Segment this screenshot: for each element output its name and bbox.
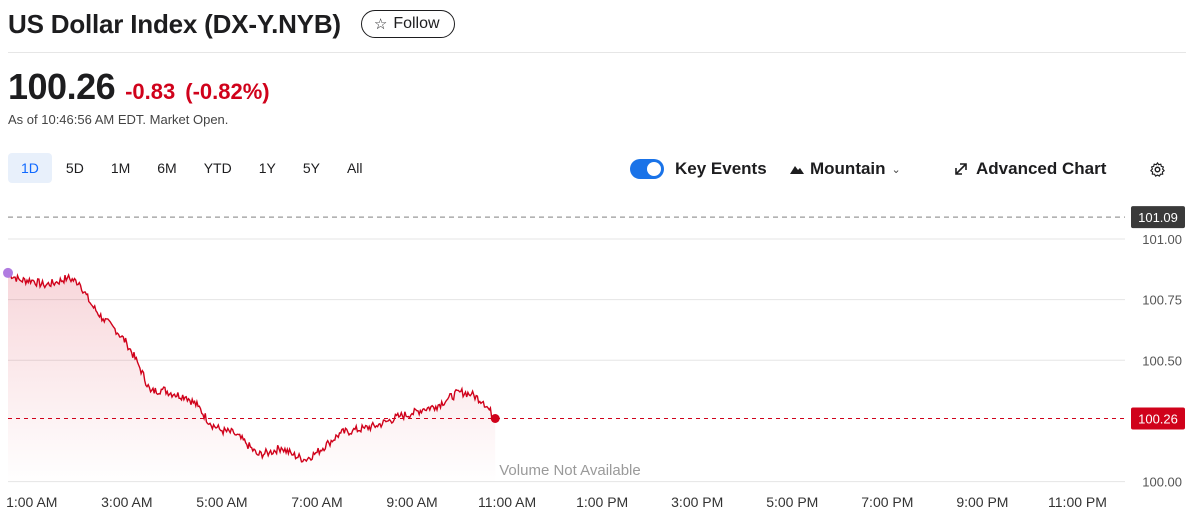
range-all[interactable]: All [334, 153, 376, 183]
gear-icon [1150, 161, 1165, 177]
key-event-marker[interactable] [3, 267, 13, 278]
chart-settings-button[interactable] [1149, 155, 1166, 183]
star-icon: ☆ [373, 15, 388, 33]
header: US Dollar Index (DX-Y.NYB) ☆ Follow [8, 6, 455, 42]
x-tick-label: 11:00 AM [478, 494, 536, 510]
range-1d[interactable]: 1D [8, 153, 52, 183]
key-events-label: Key Events [675, 159, 767, 178]
prev-close-label: 101.09 [1138, 210, 1178, 225]
x-tick-label: 3:00 PM [671, 494, 723, 510]
key-events-toggle[interactable] [630, 159, 664, 179]
x-tick-label: 5:00 PM [766, 494, 818, 510]
y-tick-label: 100.50 [1142, 353, 1182, 368]
x-tick-label: 5:00 AM [196, 494, 247, 510]
x-tick-label: 1:00 PM [576, 494, 628, 510]
price-chart[interactable]: Volume Not Available 101.00 100.75 100.50 1… [0, 196, 1200, 520]
range-selector: 1D 5D 1M 6M YTD 1Y 5Y All [8, 153, 377, 183]
x-tick-label: 7:00 AM [291, 494, 342, 510]
volume-watermark: Volume Not Available [499, 462, 640, 479]
follow-button[interactable]: ☆ Follow [360, 10, 455, 38]
x-tick-label: 11:00 PM [1048, 494, 1107, 510]
range-5y[interactable]: 5Y [290, 153, 333, 183]
x-tick-label: 3:00 AM [101, 494, 152, 510]
x-tick-label: 9:00 PM [956, 494, 1008, 510]
advanced-chart-button[interactable]: Advanced Chart [954, 155, 1106, 183]
header-divider [8, 52, 1186, 53]
price-change: -0.83 [125, 79, 176, 104]
chevron-down-icon: ⌄ [891, 163, 901, 176]
advanced-chart-label: Advanced Chart [976, 159, 1107, 178]
follow-label: Follow [393, 15, 440, 32]
price-change-percent: (-0.82%) [185, 79, 270, 104]
current-price: 100.26 [8, 66, 116, 107]
range-5d[interactable]: 5D [53, 153, 97, 183]
y-tick-label: 101.00 [1142, 232, 1182, 247]
key-events-control[interactable]: Key Events [630, 155, 767, 183]
x-tick-label: 1:00 AM [6, 494, 57, 510]
chart-type-dropdown[interactable]: Mountain ⌄ [790, 155, 901, 183]
current-price-dot [490, 413, 500, 423]
chart-type-label: Mountain [810, 159, 886, 178]
prev-close-badge [1131, 206, 1185, 229]
x-tick-label: 9:00 AM [386, 494, 437, 510]
current-price-label: 100.26 [1138, 411, 1178, 426]
x-tick-label: 7:00 PM [861, 494, 913, 510]
y-tick-label: 100.00 [1142, 475, 1182, 490]
range-1m[interactable]: 1M [98, 153, 143, 183]
price-area-fill [8, 272, 496, 484]
as-of-timestamp: As of 10:46:56 AM EDT. Market Open. [8, 112, 229, 127]
y-tick-label: 100.75 [1142, 293, 1182, 308]
mountain-icon [790, 166, 804, 174]
page-title: US Dollar Index (DX-Y.NYB) [8, 8, 341, 39]
expand-icon [955, 163, 967, 175]
quote-summary: 100.26 -0.83 (-0.82%) [8, 66, 270, 108]
range-1y[interactable]: 1Y [246, 153, 289, 183]
current-price-badge [1131, 407, 1185, 430]
range-6m[interactable]: 6M [144, 153, 189, 183]
range-ytd[interactable]: YTD [191, 153, 245, 183]
price-line [7, 272, 496, 463]
